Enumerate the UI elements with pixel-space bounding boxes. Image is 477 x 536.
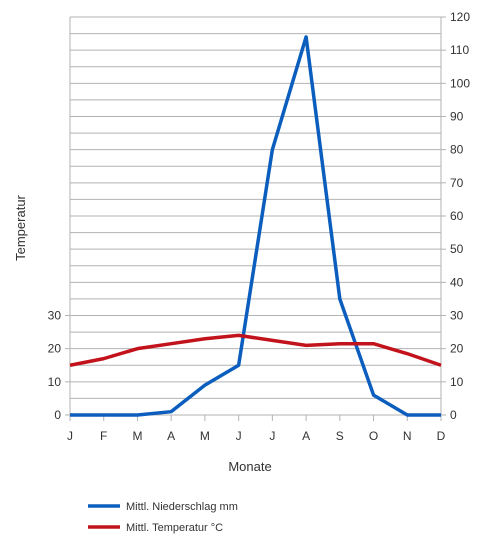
x-tick-label: J — [67, 429, 73, 443]
right-tick-label: 100 — [450, 76, 470, 90]
x-tick-label: A — [302, 429, 310, 443]
x-tick-label: A — [167, 429, 175, 443]
legend: Mittl. Niederschlag mm Mittl. Temperatur… — [88, 501, 238, 534]
left-tick-label: 20 — [48, 342, 62, 356]
x-tick-label: N — [403, 429, 412, 443]
x-tick-label: D — [437, 429, 446, 443]
right-tick-label: 60 — [450, 209, 464, 223]
right-tick-label: 90 — [450, 110, 464, 124]
right-tick-label: 0 — [450, 408, 457, 422]
x-tick-label: J — [236, 429, 242, 443]
x-tick-label: J — [269, 429, 275, 443]
x-tick-label: F — [100, 429, 107, 443]
x-axis-title: Monate — [228, 459, 271, 474]
right-tick-label: 20 — [450, 342, 464, 356]
legend-label-precipitation: Mittl. Niederschlag mm — [126, 501, 238, 513]
left-tick-label: 0 — [54, 408, 61, 422]
series-lines — [69, 35, 442, 417]
x-tick-label: M — [132, 429, 142, 443]
series-line-temperature — [69, 333, 442, 367]
left-axis-ticks: 0 10 20 30 — [48, 309, 70, 422]
series-line-precipitation — [70, 35, 441, 417]
left-tick-label: 10 — [48, 375, 62, 389]
left-tick-label: 30 — [48, 309, 62, 323]
right-tick-label: 30 — [450, 309, 464, 323]
right-tick-label: 80 — [450, 143, 464, 157]
right-tick-label: 50 — [450, 242, 464, 256]
x-tick-label: S — [336, 429, 344, 443]
right-tick-label: 70 — [450, 176, 464, 190]
axes — [69, 17, 442, 421]
right-tick-label: 10 — [450, 375, 464, 389]
y-axis-title: Temperatur — [13, 194, 28, 260]
right-axis-ticks: 0 10 20 30 40 50 60 70 80 90 100 110 120 — [441, 10, 470, 422]
right-tick-label: 120 — [450, 10, 470, 24]
x-tick-label: M — [200, 429, 210, 443]
right-tick-label: 40 — [450, 275, 464, 289]
right-tick-label: 110 — [450, 43, 469, 57]
grid-lines — [70, 16, 441, 399]
legend-label-temperature: Mittl. Temperatur °C — [126, 522, 223, 534]
x-tick-label: O — [369, 429, 378, 443]
